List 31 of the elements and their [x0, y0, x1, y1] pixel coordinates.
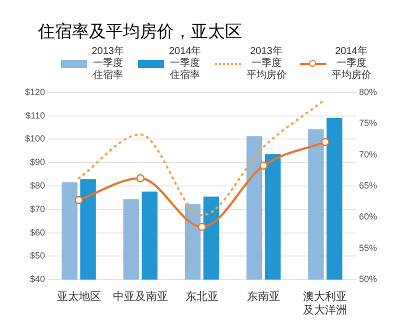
- y2-tick-label: 80%: [358, 86, 377, 97]
- legend-label: 2013年一季度平均房价: [246, 46, 286, 82]
- legend-label: 2014年一季度平均房价: [331, 46, 372, 82]
- y-tick-label: $90: [30, 157, 46, 168]
- x-tick-label: 中亚及南亚: [112, 290, 168, 304]
- y2-tick-label: 60%: [358, 212, 377, 222]
- y-tick-label: $120: [24, 86, 46, 97]
- legend-label: 2014年一季度住宿率: [169, 46, 202, 82]
- y-tick-label: $60: [30, 227, 46, 238]
- y-tick-label: $100: [24, 134, 46, 144]
- point: [321, 138, 330, 146]
- point: [198, 222, 206, 232]
- point: [136, 174, 145, 182]
- y-tick-label: $110: [26, 110, 46, 120]
- y2-tick-label: 50%: [358, 274, 377, 284]
- x-tick-label: 亚太地区: [56, 290, 101, 304]
- y-tick-label: $40: [30, 274, 46, 284]
- y2-tick-label: 55%: [358, 242, 377, 253]
- y-tick-label: $80: [30, 180, 46, 190]
- point: [74, 196, 83, 204]
- y2-tick-label: 70%: [358, 149, 377, 160]
- y-tick-label: $50: [30, 250, 46, 261]
- y2-tick-label: 75%: [358, 118, 377, 128]
- x-tick-label: 东北亚: [186, 290, 219, 304]
- point: [259, 161, 268, 170]
- x-tick-label: 澳大利亚及大洋洲: [303, 290, 348, 316]
- y2-tick-label: 65%: [358, 180, 377, 190]
- chart-title: 住宿率及平均房价，亚太区: [37, 21, 243, 43]
- legend-label: 2013年一季度住宿率: [92, 46, 124, 82]
- x-tick-label: 东南亚: [247, 290, 280, 304]
- y-tick-label: $70: [30, 204, 46, 214]
